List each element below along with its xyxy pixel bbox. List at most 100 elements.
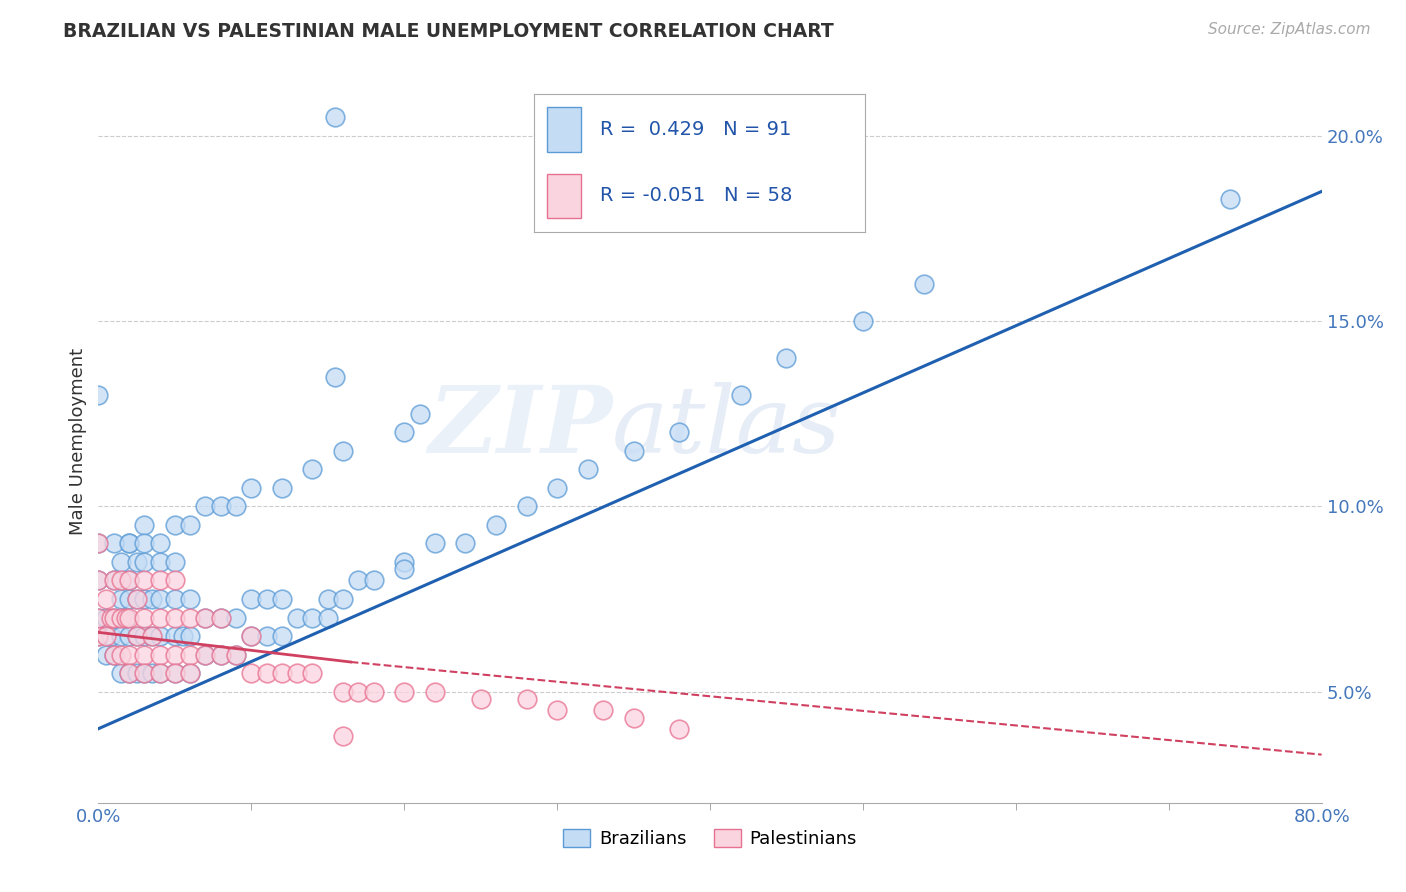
Point [194,648,217,662]
Point [423,536,446,550]
Point [179,517,201,532]
FancyBboxPatch shape [547,174,581,218]
Point [668,722,690,736]
Text: R =  0.429   N = 91: R = 0.429 N = 91 [600,120,792,139]
Point [194,610,217,624]
Point [118,536,141,550]
Point [134,648,156,662]
Point [623,443,645,458]
Point [103,648,125,662]
Point [270,629,292,643]
Point [103,574,125,588]
Point [118,629,141,643]
Point [163,574,186,588]
Point [485,517,508,532]
Point [392,684,416,698]
Point [332,592,354,607]
Point [225,648,247,662]
Point [163,610,186,624]
Point [392,562,416,576]
Point [134,574,156,588]
Point [141,629,163,643]
Point [240,592,263,607]
Point [209,648,232,662]
Point [149,648,172,662]
Point [87,610,110,624]
Point [134,536,156,550]
Point [100,629,122,643]
Point [118,574,141,588]
Point [125,629,148,643]
Point [110,555,132,569]
Point [172,629,194,643]
Point [163,629,186,643]
Text: R = -0.051   N = 58: R = -0.051 N = 58 [600,186,793,205]
Point [134,629,156,643]
Point [363,574,385,588]
Point [141,592,163,607]
Point [134,666,156,681]
Point [209,610,232,624]
Point [118,610,141,624]
Point [163,666,186,681]
Point [1219,192,1241,206]
FancyBboxPatch shape [547,108,581,152]
Point [347,684,370,698]
Point [87,388,110,402]
Point [125,592,148,607]
Point [103,574,125,588]
Point [332,443,354,458]
Point [141,666,163,681]
Legend: Brazilians, Palestinians: Brazilians, Palestinians [555,822,865,855]
Point [103,610,125,624]
Point [110,629,132,643]
Point [125,592,148,607]
Point [149,555,172,569]
Point [623,710,645,724]
Point [332,729,354,743]
Point [94,592,117,607]
Point [179,592,201,607]
Point [546,481,568,495]
Point [668,425,690,440]
Point [149,666,172,681]
Point [516,500,538,514]
Point [852,314,875,328]
Point [194,648,217,662]
Point [316,610,339,624]
Point [325,111,347,125]
Point [103,648,125,662]
Point [256,629,278,643]
Point [325,369,347,384]
Point [592,703,614,717]
Point [179,610,201,624]
Point [285,666,308,681]
Point [87,536,110,550]
Point [125,666,148,681]
Text: BRAZILIAN VS PALESTINIAN MALE UNEMPLOYMENT CORRELATION CHART: BRAZILIAN VS PALESTINIAN MALE UNEMPLOYME… [63,22,834,41]
Point [209,610,232,624]
Point [94,648,117,662]
Point [179,666,201,681]
Point [225,648,247,662]
Point [100,610,122,624]
Point [240,629,263,643]
Point [115,610,138,624]
Point [454,536,477,550]
Point [125,629,148,643]
Point [516,692,538,706]
Point [240,481,263,495]
Point [270,592,292,607]
Point [301,610,323,624]
Point [103,536,125,550]
Point [301,666,323,681]
Point [179,666,201,681]
Point [87,629,110,643]
Y-axis label: Male Unemployment: Male Unemployment [69,348,87,535]
Point [134,592,156,607]
Point [163,592,186,607]
Point [118,648,141,662]
Point [163,666,186,681]
Point [125,555,148,569]
Point [163,517,186,532]
